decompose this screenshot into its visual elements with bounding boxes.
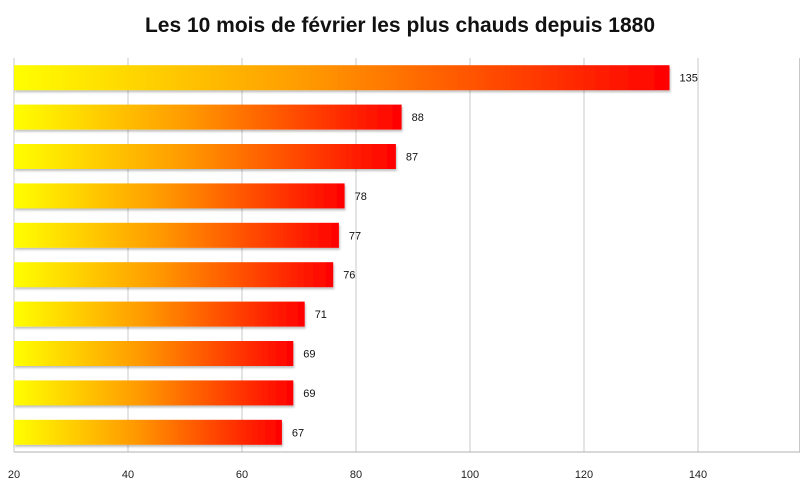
data-label: 67 [292, 427, 304, 439]
data-label: 135 [680, 73, 698, 85]
x-tick-label: 40 [122, 469, 134, 481]
data-label: 69 [303, 388, 315, 400]
bar [14, 419, 282, 445]
bar [14, 341, 294, 366]
bar [14, 183, 345, 209]
data-label: 71 [315, 309, 327, 321]
x-tick-label: 140 [689, 469, 707, 481]
chart-title: Les 10 mois de février les plus chauds d… [144, 14, 656, 37]
bar [14, 144, 396, 169]
bar [14, 222, 339, 248]
bar [14, 380, 294, 406]
bar [14, 301, 305, 327]
data-label: 77 [349, 230, 361, 242]
x-tick-label: 60 [236, 469, 248, 481]
bar [14, 104, 402, 130]
data-label: 69 [303, 349, 315, 361]
bar [14, 65, 670, 91]
data-label: 78 [355, 191, 367, 203]
data-label: 88 [412, 112, 424, 124]
x-tick-label: 100 [461, 469, 479, 481]
bars [14, 65, 670, 445]
bar [14, 262, 334, 288]
x-tick-label: 20 [8, 469, 20, 481]
data-label: 87 [406, 152, 418, 164]
labels: 20 40 60 80 100 120 140 135 88 87 78 77 76 71 69 69 67 [8, 73, 707, 481]
data-label: 76 [343, 270, 355, 282]
x-tick-label: 120 [575, 469, 593, 481]
x-tick-label: 80 [350, 469, 362, 481]
